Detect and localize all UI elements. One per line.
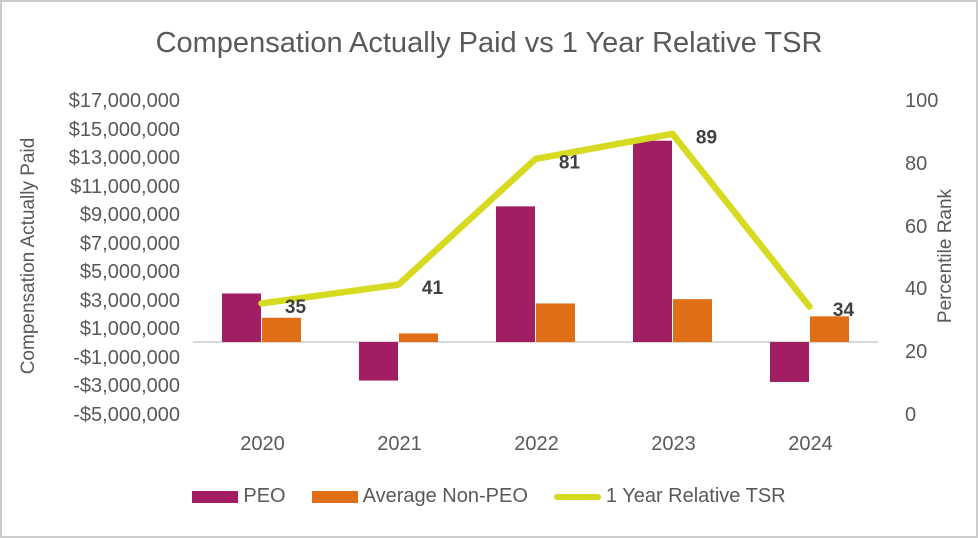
- legend-label-non-peo: Average Non-PEO: [362, 485, 528, 507]
- tsr-data-label-2021: 41: [422, 278, 444, 299]
- left-axis-tick: -$3,000,000: [73, 375, 180, 397]
- left-axis-tick: $5,000,000: [79, 261, 180, 283]
- x-axis-label-2023: 2023: [651, 433, 696, 455]
- right-axis-tick: 80: [905, 153, 928, 175]
- tsr-data-label-2020: 35: [285, 297, 307, 318]
- left-axis-tick: $15,000,000: [68, 119, 180, 141]
- right-axis-tick: 0: [905, 404, 917, 426]
- x-axis-label-2024: 2024: [788, 433, 833, 455]
- right-axis-tick: 100: [905, 90, 939, 112]
- left-axis-tick: $13,000,000: [68, 147, 180, 169]
- left-axis-tick: -$5,000,000: [73, 404, 180, 426]
- legend-label-tsr: 1 Year Relative TSR: [605, 485, 786, 507]
- x-axis-label-2020: 2020: [240, 433, 285, 455]
- tsr-data-label-2022: 81: [559, 152, 581, 173]
- bar-peo-2022: [496, 206, 535, 343]
- legend-item-tsr: 1 Year Relative TSR: [553, 485, 786, 508]
- right-axis-tick: 40: [905, 278, 928, 300]
- tsr-line-swatch-icon: [553, 493, 601, 500]
- bar-non-peo-2020: [262, 317, 301, 343]
- chart-title: Compensation Actually Paid vs 1 Year Rel…: [155, 27, 823, 59]
- tsr-line: [258, 130, 813, 310]
- bar-non-peo-2022: [536, 303, 575, 343]
- left-axis-tick: $17,000,000: [68, 90, 180, 112]
- bar-peo-2021: [359, 342, 398, 381]
- tsr-data-label-2023: 89: [696, 127, 717, 148]
- x-axis-label-2021: 2021: [377, 433, 422, 455]
- peo-swatch-icon: [192, 490, 239, 503]
- left-axis-tick: -$1,000,000: [73, 347, 180, 369]
- legend: PEO Average Non-PEO 1 Year Relative TSR: [2, 485, 976, 508]
- left-axis-tick: $7,000,000: [79, 233, 180, 255]
- left-axis-tick: $3,000,000: [79, 290, 180, 312]
- bar-non-peo-2023: [673, 299, 712, 343]
- bar-peo-2023: [633, 140, 672, 343]
- left-axis-tick: $1,000,000: [79, 318, 180, 340]
- bar-peo-2024: [770, 342, 809, 382]
- bar-peo-2020: [222, 293, 261, 343]
- left-axis-tick: $11,000,000: [70, 176, 180, 198]
- left-axis-tick: $9,000,000: [79, 204, 180, 226]
- right-axis-tick: 20: [905, 341, 928, 363]
- legend-label-peo: PEO: [243, 485, 286, 507]
- non-peo-swatch-icon: [311, 490, 358, 503]
- bar-non-peo-2021: [399, 333, 438, 343]
- right-axis-tick: 60: [905, 216, 928, 238]
- bar-non-peo-2024: [810, 316, 849, 343]
- tsr-data-label-2024: 34: [833, 300, 855, 321]
- x-axis-label-2022: 2022: [514, 433, 559, 455]
- legend-item-peo: PEO: [192, 485, 286, 508]
- legend-item-non-peo: Average Non-PEO: [311, 485, 528, 508]
